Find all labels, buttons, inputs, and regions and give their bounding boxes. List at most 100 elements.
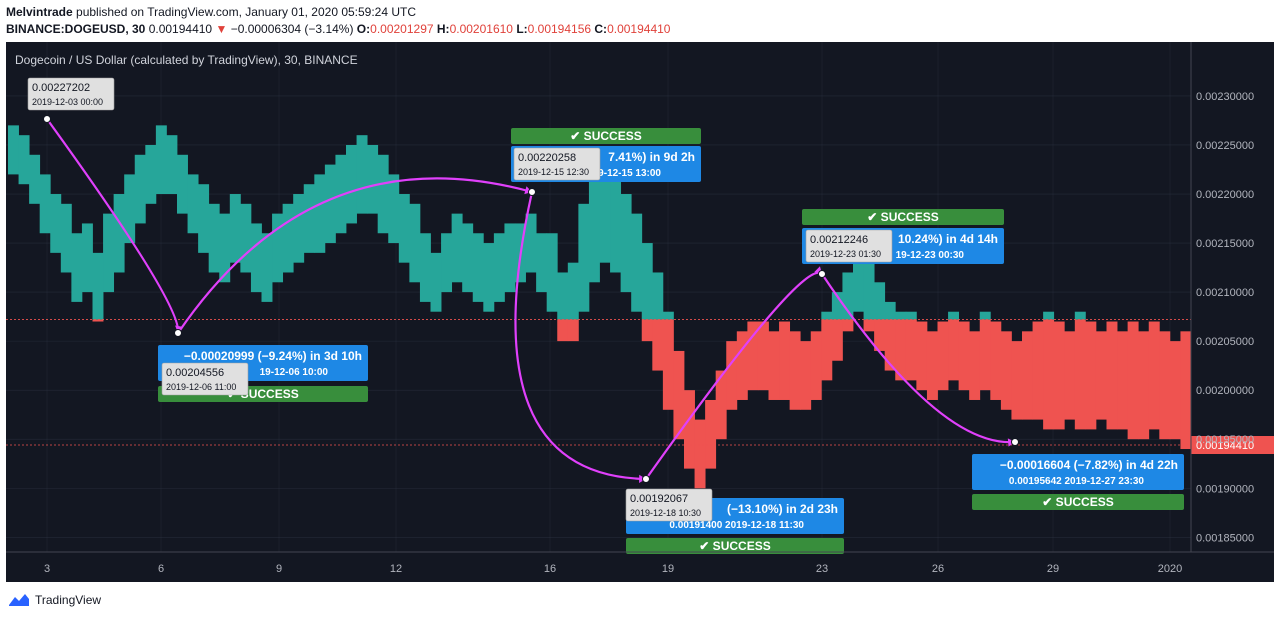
area-bar-down bbox=[800, 341, 812, 410]
area-bar-up bbox=[483, 243, 495, 312]
point-price-label bbox=[805, 229, 893, 263]
area-bar-down bbox=[557, 319, 569, 342]
low-label: L: bbox=[516, 22, 528, 36]
success-badge-text: ✔ SUCCESS bbox=[570, 129, 641, 143]
point-price-value: 0.00204556 bbox=[166, 367, 224, 379]
area-bar-up bbox=[303, 184, 315, 253]
y-tick-label: 0.00200000 bbox=[1196, 385, 1254, 397]
success-badge-text: ✔ SUCCESS bbox=[699, 539, 770, 553]
area-bar-down bbox=[1095, 331, 1107, 420]
area-bar-down bbox=[1011, 341, 1023, 420]
area-bar-down bbox=[652, 319, 664, 371]
area-bar-up bbox=[641, 243, 653, 320]
measure-change-text: −0.00020999 (−9.24%) in 3d 10h bbox=[184, 349, 362, 363]
area-bar-down bbox=[1169, 341, 1181, 440]
point-price-time: 2019-12-23 01:30 bbox=[810, 249, 881, 259]
area-bar-down bbox=[979, 319, 991, 391]
area-bar-down bbox=[715, 370, 727, 440]
success-badge bbox=[972, 494, 1184, 510]
success-badge-text: ✔ SUCCESS bbox=[867, 210, 938, 224]
pivot-point bbox=[174, 329, 182, 337]
area-bar-up bbox=[81, 223, 93, 293]
area-bar-up bbox=[50, 194, 62, 253]
area-bar-down bbox=[948, 319, 960, 381]
area-bar-down bbox=[1159, 331, 1171, 440]
chart-panel[interactable]: 0.00194410 −0.00020999 (−9.24%) in 3d 10… bbox=[6, 42, 1274, 582]
area-bar-down bbox=[662, 319, 674, 410]
point-price-time: 2019-12-06 11:00 bbox=[166, 382, 236, 392]
measure-date-text: 0.00191400 2019-12-18 11:30 bbox=[669, 520, 804, 531]
x-tick-label: 3 bbox=[44, 563, 50, 575]
area-bar-up bbox=[250, 223, 262, 293]
high-value: 0.00201610 bbox=[449, 22, 513, 36]
area-bar-down bbox=[1022, 331, 1033, 420]
area-bar-down bbox=[789, 331, 801, 410]
area-bar-up bbox=[261, 233, 273, 302]
measure-date-text: 0.00195642 2019-12-27 23:30 bbox=[1009, 476, 1145, 487]
ohlc-line: BINANCE:DOGEUSD, 30 0.00194410 ▼ −0.0000… bbox=[6, 22, 670, 36]
area-bar-down bbox=[1074, 319, 1086, 430]
point-price-value: 0.00220258 bbox=[518, 152, 576, 164]
point-price-label bbox=[27, 77, 115, 111]
area-bar-down bbox=[1117, 331, 1129, 430]
area-bar-up bbox=[187, 174, 199, 234]
area-bar-up bbox=[293, 194, 305, 263]
area-bar-up bbox=[335, 154, 347, 234]
area-bar-down bbox=[705, 399, 717, 469]
x-tick-label: 9 bbox=[276, 563, 282, 575]
area-bar-up bbox=[821, 311, 833, 320]
area-bar-down bbox=[747, 321, 759, 391]
footer-brand[interactable]: TradingView bbox=[8, 590, 101, 610]
area-bar-up bbox=[588, 174, 600, 283]
area-bar-down bbox=[736, 331, 748, 400]
y-tick-label: 0.00230000 bbox=[1196, 91, 1254, 103]
measure-change-text: −0.00016604 (−7.82%) in 4d 22h bbox=[1000, 458, 1178, 472]
area-bar-down bbox=[1148, 321, 1160, 430]
area-bar-down bbox=[673, 350, 685, 440]
area-bar-up bbox=[39, 174, 51, 234]
pivot-point bbox=[818, 270, 826, 278]
area-bar-up bbox=[166, 135, 178, 195]
area-bar-up bbox=[113, 194, 125, 273]
area-bar-up bbox=[831, 292, 843, 320]
high-label: H: bbox=[436, 22, 450, 36]
area-bar-down bbox=[937, 321, 949, 391]
area-bar-up bbox=[1074, 311, 1086, 320]
x-tick-label: 29 bbox=[1047, 563, 1059, 575]
measure-date-text: 19-12-15 13:00 bbox=[593, 168, 662, 179]
area-bar-down bbox=[1064, 331, 1076, 420]
area-bar-down bbox=[1180, 331, 1192, 450]
pivot-point bbox=[528, 188, 536, 196]
area-bar-down bbox=[905, 319, 917, 381]
area-bar-up bbox=[441, 233, 453, 293]
area-bar-down bbox=[1085, 321, 1097, 430]
area-bar-up bbox=[599, 164, 611, 263]
area-bar-up bbox=[409, 203, 421, 283]
price-chart[interactable]: 0.00194410 −0.00020999 (−9.24%) in 3d 10… bbox=[6, 42, 1274, 582]
area-bar-up bbox=[430, 252, 442, 312]
area-bar-up bbox=[229, 194, 241, 263]
area-bar-up bbox=[979, 311, 991, 320]
point-price-value: 0.00212246 bbox=[810, 234, 868, 246]
area-bar-up bbox=[282, 203, 294, 273]
author-name[interactable]: Melvintrade bbox=[6, 5, 73, 19]
area-bar-down bbox=[895, 319, 907, 381]
area-bar-up bbox=[493, 233, 505, 302]
point-price-label bbox=[161, 362, 249, 396]
area-bar-up bbox=[610, 174, 622, 273]
area-bar-up bbox=[8, 125, 19, 175]
area-bar-up bbox=[124, 174, 136, 244]
close-value: 0.00194410 bbox=[607, 22, 671, 36]
area-bar-down bbox=[567, 319, 579, 342]
area-bar-up bbox=[1043, 311, 1055, 320]
area-bar-down bbox=[1127, 321, 1139, 440]
area-bar-down bbox=[969, 331, 981, 400]
measure-label-box bbox=[972, 454, 1184, 490]
area-bar-up bbox=[863, 262, 875, 320]
area-bar-up bbox=[905, 311, 917, 320]
x-tick-label: 2020 bbox=[1158, 563, 1182, 575]
publish-text: published on TradingView.com, January 01… bbox=[76, 5, 417, 19]
area-bar-down bbox=[1106, 321, 1118, 430]
measure-change-text: 10.24%) in 4d 14h bbox=[898, 232, 998, 246]
forecast-arc bbox=[46, 118, 180, 334]
